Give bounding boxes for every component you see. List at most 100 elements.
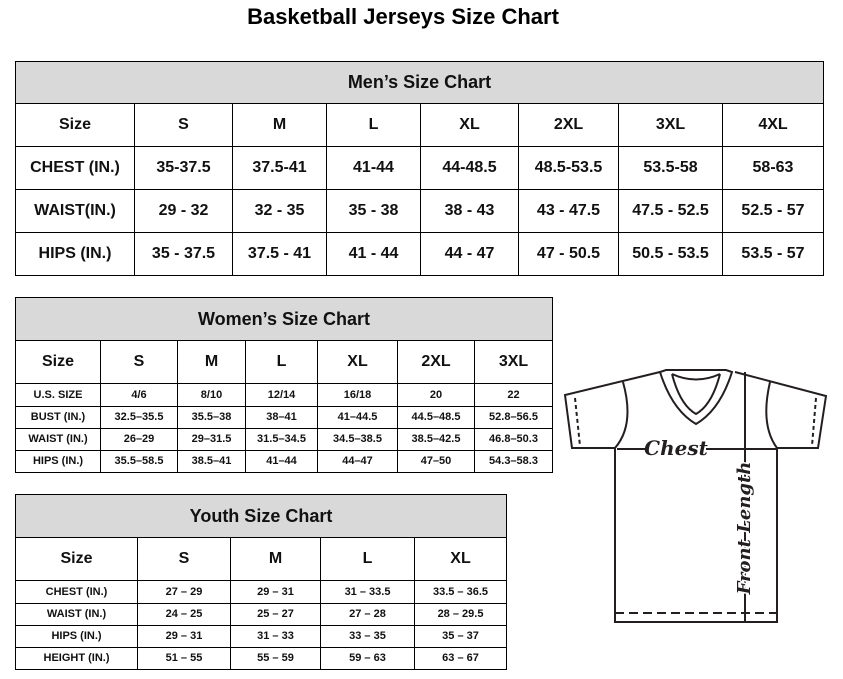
row-label: CHEST (IN.): [15, 580, 138, 604]
table-cell: 44–47: [317, 449, 398, 474]
table-cell: 63 – 67: [413, 646, 508, 671]
header-cell: Size: [15, 103, 135, 147]
table-cell: 26–29: [100, 427, 178, 451]
header-row: Size S M L XL 2XL 3XL: [15, 340, 554, 385]
table-cell: 51 – 55: [137, 646, 231, 671]
table-cell: 46.8–50.3: [473, 427, 554, 451]
table-cell: 38.5–41: [177, 449, 246, 474]
header-cell: M: [232, 103, 327, 147]
header-cell: XL: [420, 103, 519, 147]
table-cell: 20: [397, 383, 475, 407]
header-cell: M: [177, 340, 246, 385]
row-label: HIPS (IN.): [15, 232, 135, 276]
table-cell: 38–41: [245, 405, 318, 429]
table-cell: 31 – 33.5: [320, 580, 415, 604]
table-cell: 8/10: [177, 383, 246, 407]
header-cell: L: [320, 537, 415, 582]
table-cell: 41 - 44: [326, 232, 421, 276]
table-cell: 22: [473, 383, 554, 407]
table-cell: 29–31.5: [177, 427, 246, 451]
header-cell: L: [245, 340, 318, 385]
table-row: WAIST (IN.) 26–29 29–31.5 31.5–34.5 34.5–38.…: [15, 427, 554, 451]
table-cell: 4/6: [100, 383, 178, 407]
table-cell: 52.5 - 57: [722, 189, 824, 233]
table-row: HIPS (IN.) 35.5–58.5 38.5–41 41–44 44–47 47–5…: [15, 449, 554, 474]
table-row: U.S. SIZE 4/6 8/10 12/14 16/18 20 22: [15, 383, 554, 407]
row-label: WAIST (IN.): [15, 602, 138, 626]
table-row: WAIST(IN.) 29 - 32 32 - 35 35 - 38 38 - 43 43…: [15, 189, 824, 233]
table-cell: 53.5 - 57: [722, 232, 824, 276]
table-cell: 59 – 63: [320, 646, 415, 671]
table-cell: 29 - 32: [134, 189, 233, 233]
table-cell: 33.5 – 36.5: [413, 580, 508, 604]
jersey-diagram: Chest Front Length: [563, 369, 828, 623]
table-cell: 33 – 35: [320, 624, 415, 648]
table-cell: 27 – 28: [320, 602, 415, 626]
table-title: Women’s Size Chart: [14, 296, 554, 342]
table-row: HIPS (IN.) 29 – 31 31 – 33 33 – 35 35 – 37: [15, 624, 508, 648]
table-cell: 31 – 33: [230, 624, 321, 648]
header-row: Size S M L XL 2XL 3XL 4XL: [15, 103, 824, 147]
table-cell: 35.5–38: [177, 405, 246, 429]
table-cell: 43 - 47.5: [518, 189, 619, 233]
table-cell: 32.5–35.5: [100, 405, 178, 429]
table-cell: 27 – 29: [137, 580, 231, 604]
header-row: Size S M L XL: [15, 537, 508, 582]
table-cell: 37.5 - 41: [232, 232, 327, 276]
row-label: WAIST (IN.): [15, 427, 101, 451]
table-row: HIPS (IN.) 35 - 37.5 37.5 - 41 41 - 44 44 - …: [15, 232, 824, 276]
table-cell: 35 - 37.5: [134, 232, 233, 276]
header-cell: XL: [413, 537, 508, 582]
row-label: BUST (IN.): [15, 405, 101, 429]
table-cell: 54.3–58.3: [473, 449, 554, 474]
header-cell: 2XL: [397, 340, 475, 385]
collar: [658, 369, 734, 426]
table-cell: 32 - 35: [232, 189, 327, 233]
table-cell: 35 – 37: [413, 624, 508, 648]
table-cell: 12/14: [245, 383, 318, 407]
page-title: Basketball Jerseys Size Chart: [247, 4, 559, 29]
youth-size-table: Youth Size Chart Size S M L XL CHEST (IN.) 27 …: [14, 493, 508, 671]
row-label: U.S. SIZE: [15, 383, 101, 407]
front-length-label: Front Length: [734, 462, 755, 596]
table-cell: 25 – 27: [230, 602, 321, 626]
header-cell: 3XL: [473, 340, 554, 385]
header-cell: 2XL: [518, 103, 619, 147]
row-label: WAIST(IN.): [15, 189, 135, 233]
table-cell: 35 - 38: [326, 189, 421, 233]
row-label: HEIGHT (IN.): [15, 646, 138, 671]
table-cell: 47.5 - 52.5: [618, 189, 723, 233]
table-cell: 35.5–58.5: [100, 449, 178, 474]
header-cell: M: [230, 537, 321, 582]
table-cell: 34.5–38.5: [317, 427, 398, 451]
table-cell: 29 – 31: [137, 624, 231, 648]
table-row: WAIST (IN.) 24 – 25 25 – 27 27 – 28 28 – 29.…: [15, 602, 508, 626]
table-cell: 41-44: [326, 146, 421, 190]
table-cell: 16/18: [317, 383, 398, 407]
table-row: BUST (IN.) 32.5–35.5 35.5–38 38–41 41–44.5 44…: [15, 405, 554, 429]
mens-size-table: Men’s Size Chart Size S M L XL 2XL 3XL 4XL CHEST…: [15, 61, 824, 276]
table-row: CHEST (IN.) 35-37.5 37.5-41 41-44 44-48.5 48.…: [15, 146, 824, 190]
table-cell: 31.5–34.5: [245, 427, 318, 451]
table-cell: 38 - 43: [420, 189, 519, 233]
header-cell: S: [137, 537, 231, 582]
header-cell: 3XL: [618, 103, 723, 147]
table-cell: 44-48.5: [420, 146, 519, 190]
row-label: CHEST (IN.): [15, 146, 135, 190]
header-cell: XL: [317, 340, 398, 385]
table-cell: 44.5–48.5: [397, 405, 475, 429]
table-cell: 41–44.5: [317, 405, 398, 429]
table-row: HEIGHT (IN.) 51 – 55 55 – 59 59 – 63 63 – 67: [15, 646, 508, 671]
table-cell: 35-37.5: [134, 146, 233, 190]
header-cell: Size: [15, 340, 101, 385]
table-title: Youth Size Chart: [14, 493, 508, 539]
header-cell: Size: [15, 537, 138, 582]
table-cell: 38.5–42.5: [397, 427, 475, 451]
table-cell: 55 – 59: [230, 646, 321, 671]
chest-label: Chest: [644, 436, 708, 460]
shirt-outline: [563, 371, 828, 623]
table-cell: 28 – 29.5: [413, 602, 508, 626]
header-cell: L: [326, 103, 421, 147]
row-label: HIPS (IN.): [15, 624, 138, 648]
